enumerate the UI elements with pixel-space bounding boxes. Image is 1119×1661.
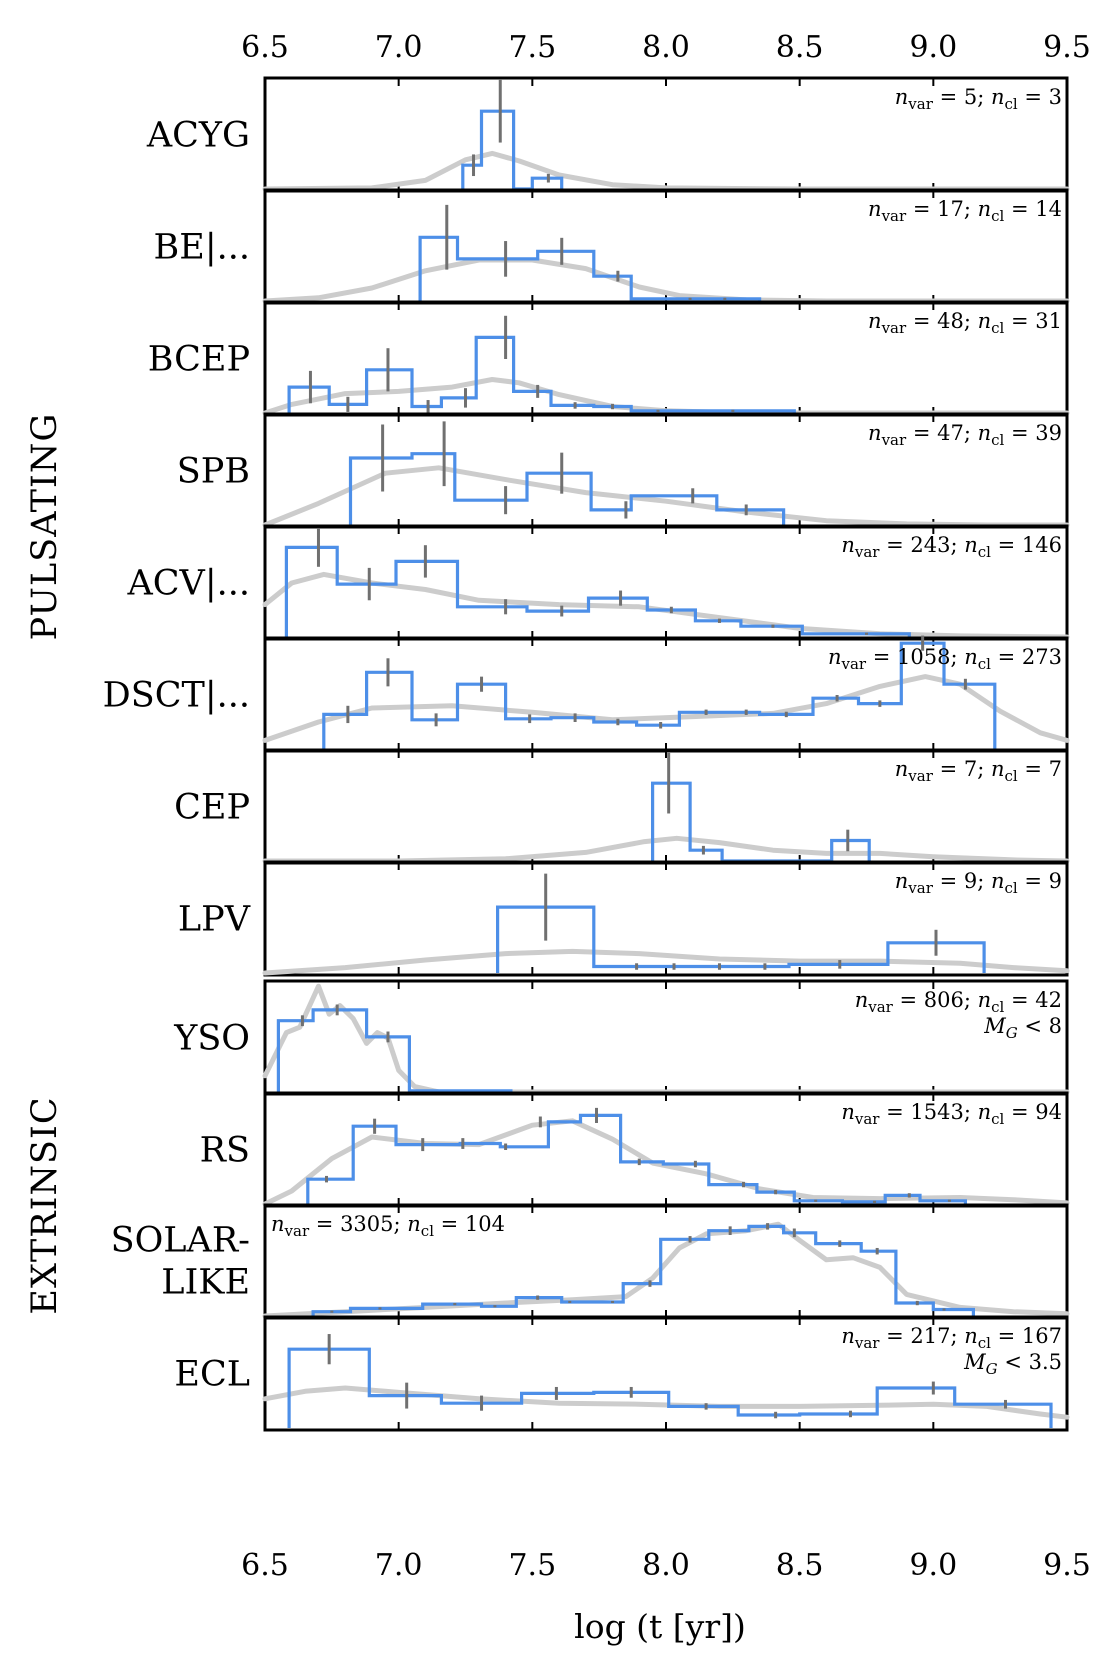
count-annotation: nvar = 5; ncl = 3	[895, 85, 1062, 113]
count-annotation: nvar = 1543; ncl = 94	[841, 1100, 1062, 1128]
panel-acyg: ACYG nvar = 5; ncl = 3	[146, 76, 1070, 193]
histogram-step	[287, 1347, 1053, 1428]
x-tick-label-bottom: 7.0	[375, 1548, 423, 1583]
panel-acv: ACV|... nvar = 243; ncl = 146	[127, 524, 1070, 641]
x-tick-label-bottom: 7.5	[508, 1548, 556, 1583]
panel-label: ECL	[174, 1355, 250, 1395]
bottom-axis-labels: 6.5 7.0 7.5 8.0 8.5 9.0 9.5	[241, 1548, 1091, 1583]
histogram-step	[311, 1224, 976, 1316]
panel-dsct: DSCT|... nvar = 1058; ncl = 273	[103, 635, 1070, 753]
histogram-step	[284, 545, 911, 637]
x-tick-label-top: 6.5	[241, 30, 289, 65]
panel-label: LPV	[178, 900, 251, 940]
kde-curve	[262, 150, 1070, 192]
panel-label: BCEP	[148, 340, 250, 380]
histogram-step	[287, 335, 796, 413]
panel-label: CEP	[174, 788, 250, 828]
group-labels: PULSATING EXTRINSIC	[25, 413, 65, 1315]
x-tick-label-top: 7.5	[508, 30, 556, 65]
panels: ACYG nvar = 5; ncl = 3 BE|... nvar = 17; nc…	[103, 76, 1070, 1432]
panel-label: DSCT|...	[103, 676, 250, 716]
histogram-step	[418, 235, 762, 301]
panel-label: RS	[200, 1131, 250, 1171]
kde-curve	[262, 674, 1070, 743]
top-axis-labels: 6.5 7.0 7.5 8.0 8.5 9.0 9.5	[241, 30, 1091, 65]
count-annotation: nvar = 47; ncl = 39	[868, 421, 1062, 449]
panel-solar-like: SOLAR-LIKE nvar = 3305; ncl = 104	[111, 1203, 1070, 1320]
panel-be: BE|... nvar = 17; ncl = 14	[154, 188, 1070, 305]
count-annotation: nvar = 1058; ncl = 273	[828, 645, 1062, 673]
count-annotation: nvar = 243; ncl = 146	[841, 533, 1062, 561]
panel-label: SPB	[177, 452, 250, 492]
kde-curve	[262, 465, 1070, 528]
count-annotation: nvar = 7; ncl = 7	[895, 757, 1062, 785]
x-tick-label-top: 9.0	[909, 30, 957, 65]
x-tick-label-bottom: 9.5	[1043, 1548, 1091, 1583]
x-tick-label-bottom: 9.0	[909, 1548, 957, 1583]
x-tick-label-top: 7.0	[375, 30, 423, 65]
panel-label: ACYG	[146, 116, 250, 156]
panel-lpv: LPV nvar = 9; ncl = 9	[178, 860, 1070, 977]
histogram-step	[348, 452, 786, 525]
magnitude-cut: MG < 8	[983, 1014, 1062, 1042]
panel-label: ACV|...	[127, 564, 251, 604]
magnitude-cut: MG < 3.5	[963, 1350, 1062, 1378]
kde-curve	[262, 835, 1070, 864]
x-tick-label-bottom: 6.5	[241, 1548, 289, 1583]
x-tick-label-bottom: 8.0	[642, 1548, 690, 1583]
x-tick-label-top: 9.5	[1043, 30, 1091, 65]
count-annotation: nvar = 3305; ncl = 104	[271, 1212, 505, 1240]
histogram-step	[322, 641, 997, 749]
count-annotation: nvar = 17; ncl = 14	[868, 197, 1062, 225]
count-annotation: nvar = 48; ncl = 31	[868, 309, 1062, 337]
panel-cep: CEP nvar = 7; ncl = 7	[174, 748, 1070, 865]
count-annotation: nvar = 217; ncl = 167	[841, 1324, 1062, 1352]
histogram-step	[306, 1113, 968, 1204]
panel-label: YSO	[173, 1019, 250, 1059]
panel-spb: SPB nvar = 47; ncl = 39	[177, 412, 1070, 529]
kde-curve	[262, 257, 1070, 304]
kde-curve	[262, 1118, 1070, 1207]
panel-bcep: BCEP nvar = 48; ncl = 31	[148, 300, 1070, 417]
count-annotation: nvar = 9; ncl = 9	[895, 869, 1062, 897]
group-label-extrinsic: EXTRINSIC	[25, 1096, 65, 1314]
panel-label-line2: LIKE	[161, 1263, 250, 1303]
panel-label: SOLAR-	[111, 1221, 250, 1261]
kde-curve	[262, 948, 1070, 976]
x-tick-label-top: 8.5	[776, 30, 824, 65]
panel-rs: RS nvar = 1543; ncl = 94	[200, 1091, 1070, 1208]
x-axis-label: log (t [yr])	[574, 1607, 746, 1646]
histogram-step	[650, 781, 871, 863]
count-annotation: nvar = 806; ncl = 42	[855, 988, 1062, 1016]
histogram-step	[461, 109, 564, 191]
x-tick-label-top: 8.0	[642, 30, 690, 65]
group-label-pulsating: PULSATING	[25, 413, 65, 641]
x-tick-label-bottom: 8.5	[776, 1548, 824, 1583]
panel-label: BE|...	[154, 228, 250, 268]
